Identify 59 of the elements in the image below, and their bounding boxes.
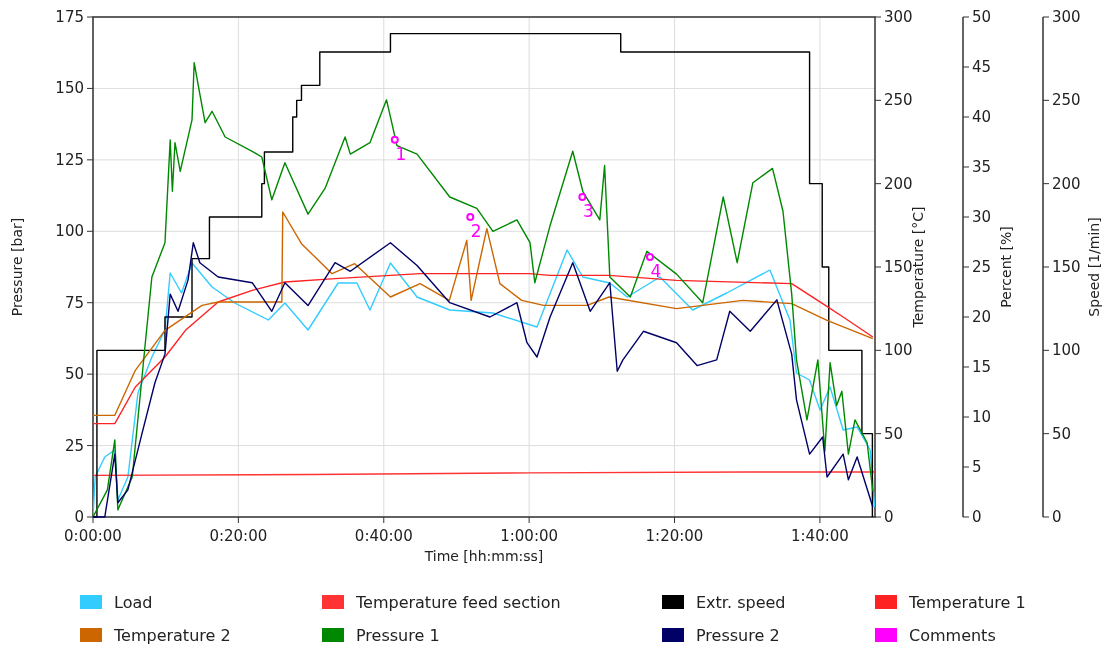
y-tick-label: 175 <box>55 8 84 26</box>
point <box>390 135 399 144</box>
legend-label: Temperature 1 <box>908 593 1026 612</box>
y3-axis-title: Percent [%] <box>998 226 1014 308</box>
annotation: 1 <box>395 143 407 164</box>
y2-tick-label: 50 <box>884 424 904 443</box>
annotation: 4 <box>650 261 662 281</box>
legend-label: Extr. speed <box>696 593 786 612</box>
y-tick-label: 125 <box>55 150 84 169</box>
y2-tick-label: 0 <box>884 508 894 526</box>
point <box>645 253 654 261</box>
text: 100 <box>1052 341 1081 360</box>
annotation: 2 <box>470 221 482 241</box>
text: 200 <box>1052 174 1081 193</box>
x-tick-label: 0:20:00 <box>209 527 268 545</box>
y-tick-label: 150 <box>55 79 84 98</box>
y-tick-label: 25 <box>64 436 84 455</box>
legend-label: Pressure 2 <box>696 626 780 645</box>
y3-tick-label: 40 <box>972 108 992 126</box>
annotation: 3 <box>582 201 594 221</box>
legend-label: Temperature 2 <box>113 626 231 645</box>
legend-label: Comments <box>909 626 996 645</box>
y3-tick-label: 0 <box>972 508 982 526</box>
x-axis-title: Time [hh:mm:ss] <box>423 548 544 564</box>
y3-tick-label: 30 <box>972 208 992 226</box>
y3-tick-label: 25 <box>972 258 992 276</box>
x-tick-label: 0:00:00 <box>64 527 122 545</box>
y3-tick-label: 45 <box>972 58 992 76</box>
y3-tick-label: 50 <box>972 8 992 26</box>
text: 150 <box>1052 258 1081 276</box>
y2-tick-label: 200 <box>884 174 913 193</box>
legend-label: Temperature feed section <box>355 593 561 612</box>
x-tick-label: 1:20:00 <box>645 527 704 545</box>
y2-tick-label: 300 <box>884 8 913 26</box>
legend-label: Pressure 1 <box>356 626 440 645</box>
y3-tick-label: 20 <box>972 308 992 326</box>
legend-label: Load <box>114 593 153 612</box>
y3-tick-label: 35 <box>972 158 992 176</box>
text: 50 <box>1052 424 1072 443</box>
y3-tick-label: 15 <box>972 358 992 376</box>
x-tick-label: 1:00:00 <box>500 527 559 545</box>
y2-tick-label: 150 <box>884 258 913 276</box>
point <box>466 213 475 221</box>
point <box>578 193 587 201</box>
y-tick-label: 50 <box>64 365 84 384</box>
x-tick-label: 0:40:00 <box>354 527 413 545</box>
text: 300 <box>1052 8 1081 26</box>
text: Speed [1/min] <box>1086 217 1102 317</box>
text: 250 <box>1052 91 1081 110</box>
text: 0 <box>1052 508 1062 526</box>
y2-tick-label: 100 <box>884 341 913 360</box>
y3-tick-label: 10 <box>972 408 992 426</box>
y-axis-title: Pressure [bar] <box>9 217 25 317</box>
y2-tick-label: 250 <box>884 91 913 110</box>
y-tick-label: 100 <box>55 222 84 241</box>
y-tick-label: 75 <box>64 293 84 312</box>
y3-tick-label: 5 <box>972 458 982 476</box>
x-tick-label: 1:40:00 <box>791 527 849 545</box>
y-tick-label: 0 <box>74 508 84 526</box>
